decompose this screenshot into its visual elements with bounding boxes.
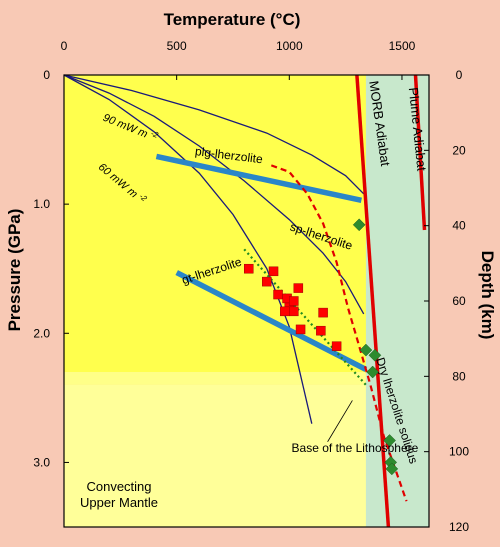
- data-point-diamond: [383, 434, 396, 447]
- y-left-tick-label: 1.0: [33, 197, 50, 211]
- plot-axes: 0 500 1000 1500 0 1.0 2.0 3.0 0 20 40 60 80 100 120: [33, 39, 469, 534]
- y-right-tick-label: 100: [449, 445, 469, 459]
- data-point-square: [273, 289, 283, 300]
- phase-boundary-2: [175, 270, 368, 372]
- region-label-convecting-mantle: Convecting Upper Mantle: [80, 479, 158, 510]
- y-axis-label-depth: Depth (km): [478, 251, 497, 340]
- data-point-square: [293, 283, 304, 293]
- x-tick-label: 1000: [276, 39, 303, 53]
- data-point-diamond: [368, 348, 382, 362]
- y-axis-label-pressure: Pressure (GPa): [5, 209, 24, 332]
- solidus-line: [270, 164, 408, 502]
- adiabat-line-2: [413, 74, 427, 231]
- y-right-tick-label: 0: [456, 68, 463, 82]
- data-point-square: [316, 325, 326, 336]
- x-axis-label: Temperature (°C): [164, 10, 301, 29]
- data-point-square: [280, 306, 290, 317]
- data-point-square: [244, 263, 254, 274]
- data-point-square: [268, 266, 279, 277]
- phase-boundary-1: [155, 153, 362, 203]
- region-transition: [64, 372, 429, 385]
- data-point-square: [331, 341, 342, 351]
- data-point-square: [262, 276, 272, 287]
- adiabat-line-1: [355, 74, 391, 528]
- data-point-diamond: [385, 462, 399, 476]
- y-right-tick-label: 40: [452, 219, 466, 233]
- annotation-base-of-lithosphere: Base of the Lithosphere: [292, 441, 419, 455]
- y-right-tick-label: 120: [449, 520, 469, 534]
- y-left-tick-label: 3.0: [33, 455, 50, 469]
- plot-curves: [63, 74, 427, 528]
- data-point-diamond: [352, 218, 366, 232]
- data-point-diamond: [359, 343, 373, 357]
- data-point-square: [295, 324, 306, 335]
- geotherm-line-3: [63, 74, 365, 195]
- geotherm-line-2: [63, 74, 313, 424]
- plot-markers: [244, 218, 399, 476]
- y-right-tick-label: 60: [452, 294, 466, 308]
- y-left-tick-label: 0: [43, 68, 50, 82]
- y-right-tick-label: 20: [452, 143, 466, 157]
- x-tick-label: 1500: [389, 39, 416, 53]
- annotation-leader-line: [327, 400, 353, 442]
- x-tick-label: 500: [167, 39, 187, 53]
- lithosphere-base-trend: [243, 248, 367, 386]
- data-point-square: [289, 306, 299, 317]
- data-point-diamond: [366, 365, 380, 379]
- data-point-square: [318, 307, 328, 318]
- x-tick-label: 0: [61, 39, 68, 53]
- data-point-square: [289, 296, 299, 306]
- y-right-tick-label: 80: [452, 369, 466, 383]
- y-left-tick-label: 2.0: [33, 326, 50, 340]
